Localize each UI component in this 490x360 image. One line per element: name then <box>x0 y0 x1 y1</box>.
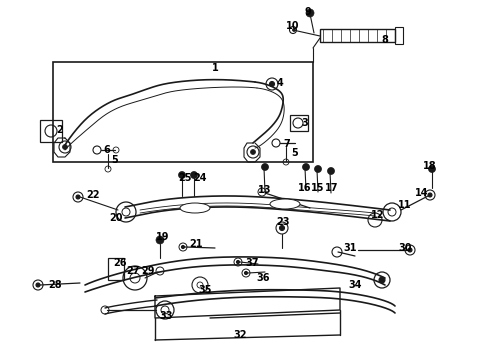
Text: 23: 23 <box>276 217 290 227</box>
Bar <box>40 120 62 142</box>
Bar <box>320 28 395 41</box>
Text: 14: 14 <box>415 188 429 198</box>
Text: 26: 26 <box>113 258 127 268</box>
Circle shape <box>178 171 186 179</box>
Text: 16: 16 <box>298 183 312 193</box>
Circle shape <box>76 195 80 199</box>
Circle shape <box>315 166 321 172</box>
Circle shape <box>250 149 255 154</box>
Text: 6: 6 <box>103 145 110 155</box>
Circle shape <box>379 277 385 283</box>
Circle shape <box>306 9 314 17</box>
Text: 15: 15 <box>311 183 325 193</box>
Text: 12: 12 <box>371 210 385 220</box>
Circle shape <box>191 171 197 179</box>
Text: 8: 8 <box>382 35 389 45</box>
Text: 3: 3 <box>302 118 308 128</box>
Text: 5: 5 <box>112 155 119 165</box>
Text: 29: 29 <box>141 266 155 276</box>
Text: 31: 31 <box>343 243 357 253</box>
Text: 5: 5 <box>292 148 298 158</box>
Circle shape <box>270 81 274 86</box>
Text: 4: 4 <box>277 78 283 88</box>
Circle shape <box>302 163 310 171</box>
Circle shape <box>36 283 40 287</box>
Ellipse shape <box>180 203 210 213</box>
Text: 19: 19 <box>156 232 170 242</box>
Circle shape <box>279 225 285 230</box>
Circle shape <box>245 271 247 274</box>
Circle shape <box>262 163 269 171</box>
Text: 9: 9 <box>305 7 311 17</box>
Text: 1: 1 <box>212 63 219 73</box>
Text: 10: 10 <box>286 21 300 31</box>
Bar <box>395 27 403 44</box>
Text: 27: 27 <box>126 266 140 276</box>
Circle shape <box>428 193 432 197</box>
Text: 35: 35 <box>198 285 212 295</box>
Circle shape <box>63 144 68 149</box>
Text: 25: 25 <box>178 173 192 183</box>
Circle shape <box>181 246 185 248</box>
Text: 20: 20 <box>109 213 123 223</box>
Text: 2: 2 <box>57 125 63 135</box>
Text: 17: 17 <box>325 183 339 193</box>
Circle shape <box>428 166 436 172</box>
Text: 13: 13 <box>258 185 272 195</box>
Text: 30: 30 <box>398 243 412 253</box>
Text: 7: 7 <box>284 139 291 149</box>
Text: 32: 32 <box>233 330 247 340</box>
Text: 37: 37 <box>245 258 259 268</box>
Circle shape <box>293 28 295 31</box>
Circle shape <box>156 236 164 244</box>
Circle shape <box>327 167 335 175</box>
Text: 22: 22 <box>86 190 100 200</box>
Ellipse shape <box>270 199 300 209</box>
Text: 36: 36 <box>256 273 270 283</box>
Text: 28: 28 <box>48 280 62 290</box>
Bar <box>108 258 124 280</box>
Text: 18: 18 <box>423 161 437 171</box>
Text: 11: 11 <box>398 200 412 210</box>
Circle shape <box>408 248 412 252</box>
Text: 21: 21 <box>189 239 203 249</box>
Text: 33: 33 <box>159 311 173 321</box>
Text: 34: 34 <box>348 280 362 290</box>
Circle shape <box>237 261 240 264</box>
Bar <box>290 115 308 131</box>
Bar <box>53 62 313 162</box>
Text: 24: 24 <box>193 173 207 183</box>
